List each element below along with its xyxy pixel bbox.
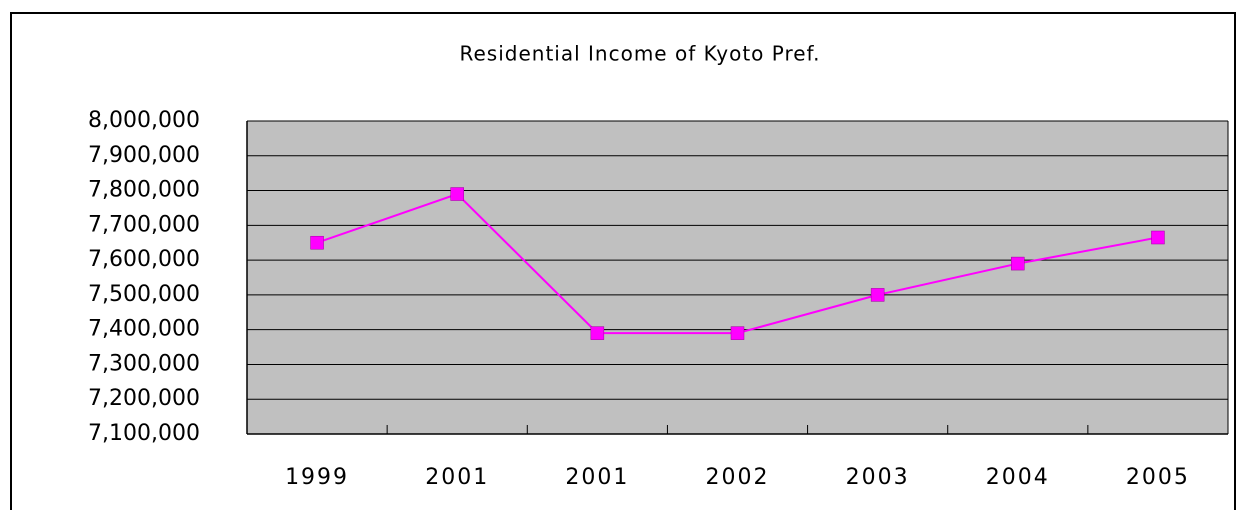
- y-tick-label: 7,800,000: [88, 178, 200, 203]
- y-tick-label: 7,500,000: [88, 282, 200, 307]
- y-tick-label: 7,400,000: [88, 317, 200, 342]
- y-tick-label: 7,100,000: [88, 421, 200, 446]
- chart-title: Residential Income of Kyoto Pref.: [459, 42, 820, 66]
- x-tick-label: 2003: [846, 465, 910, 490]
- y-tick-label: 7,900,000: [88, 143, 200, 168]
- y-tick-label: 7,200,000: [88, 386, 200, 411]
- x-tick-label: 2004: [986, 465, 1050, 490]
- point-marker: [730, 326, 745, 340]
- x-tick-label: 2005: [1126, 465, 1190, 490]
- point-marker: [590, 326, 605, 340]
- point-marker: [1151, 230, 1165, 245]
- x-tick-label: 2001: [425, 465, 489, 490]
- point-marker: [310, 235, 324, 250]
- y-tick-label: 7,700,000: [88, 212, 200, 237]
- plot-area: [247, 121, 1228, 434]
- y-tick-label: 8,000,000: [88, 108, 200, 133]
- x-tick-label: 2002: [706, 465, 770, 490]
- x-tick-label: 2001: [565, 465, 629, 490]
- y-tick-label: 7,600,000: [88, 247, 200, 272]
- y-tick-label: 7,300,000: [88, 351, 200, 376]
- x-tick-label: 1999: [285, 465, 349, 490]
- point-marker: [870, 288, 885, 302]
- point-marker: [1011, 256, 1025, 271]
- point-marker: [450, 187, 464, 201]
